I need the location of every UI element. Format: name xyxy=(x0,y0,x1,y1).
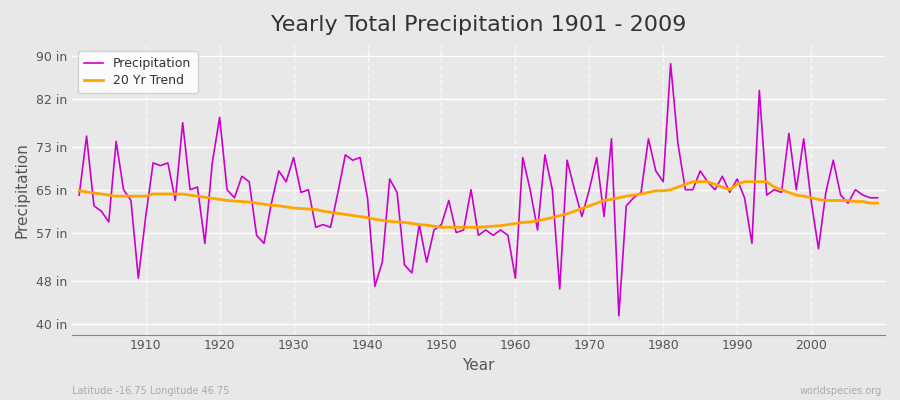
Precipitation xyxy=(598,214,609,219)
Precipitation xyxy=(133,276,144,281)
Line: 20 Yr Trend: 20 Yr Trend xyxy=(79,182,878,227)
Precipitation xyxy=(665,61,676,66)
Precipitation xyxy=(614,314,625,318)
Y-axis label: Precipitation: Precipitation xyxy=(15,142,30,238)
20 Yr Trend xyxy=(518,220,528,225)
20 Yr Trend xyxy=(295,206,306,211)
Text: worldspecies.org: worldspecies.org xyxy=(800,386,882,396)
Line: Precipitation: Precipitation xyxy=(79,64,878,316)
Precipitation xyxy=(510,276,521,281)
Precipitation xyxy=(295,190,306,195)
20 Yr Trend xyxy=(688,179,698,184)
20 Yr Trend xyxy=(872,201,883,206)
20 Yr Trend xyxy=(510,221,521,226)
Text: Latitude -16.75 Longitude 46.75: Latitude -16.75 Longitude 46.75 xyxy=(72,386,230,396)
Precipitation xyxy=(872,195,883,200)
Title: Yearly Total Precipitation 1901 - 2009: Yearly Total Precipitation 1901 - 2009 xyxy=(271,15,686,35)
Legend: Precipitation, 20 Yr Trend: Precipitation, 20 Yr Trend xyxy=(78,51,197,93)
Precipitation xyxy=(74,193,85,198)
20 Yr Trend xyxy=(436,225,446,230)
20 Yr Trend xyxy=(340,212,351,217)
X-axis label: Year: Year xyxy=(462,358,495,373)
Precipitation xyxy=(502,233,513,238)
20 Yr Trend xyxy=(74,188,85,193)
20 Yr Trend xyxy=(606,197,616,202)
Precipitation xyxy=(340,152,351,157)
20 Yr Trend xyxy=(133,194,144,198)
